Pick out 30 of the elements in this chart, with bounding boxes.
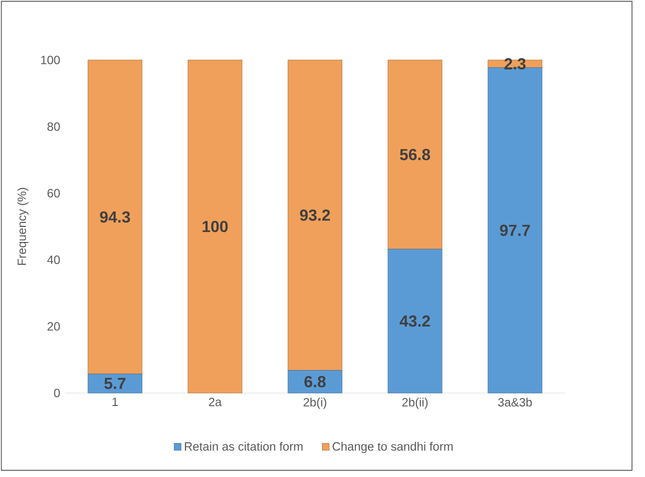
y-tick-label: 80	[47, 122, 60, 131]
data-label: 56.8	[400, 148, 430, 160]
bar	[88, 60, 142, 374]
bar	[288, 60, 342, 371]
x-tick-label: 2a	[208, 398, 222, 406]
bar	[188, 60, 242, 394]
x-tick-label: 2b(i)	[304, 398, 326, 409]
x-tick-label: 1	[112, 398, 118, 406]
bar	[388, 60, 442, 250]
data-label: 93.2	[300, 209, 330, 221]
legend-label: Change to sandhi form	[332, 442, 453, 454]
bar	[88, 374, 142, 394]
data-label: 43.2	[400, 315, 430, 327]
legend-label: Retain as citation form	[184, 442, 303, 451]
y-tick-label: 0	[54, 388, 60, 398]
y-tick-label: 100	[41, 56, 60, 64]
data-label: 100	[202, 220, 228, 232]
y-tick-label: 40	[47, 256, 60, 264]
y-tick-label: 60	[48, 188, 60, 198]
y-tick-label: 20	[48, 322, 60, 331]
data-label: 5.7	[104, 378, 126, 390]
data-label: 97.7	[500, 224, 530, 236]
bar	[288, 370, 342, 394]
data-label: 2.3	[504, 58, 526, 70]
data-label: 6.8	[304, 376, 326, 388]
x-tick-label: 2b(ii)	[402, 398, 428, 409]
data-label: 94.3	[100, 211, 130, 223]
y-axis-title: Frequency (%)	[17, 188, 28, 265]
x-tick-label: 3a&3b	[498, 398, 532, 407]
bar	[388, 248, 442, 394]
